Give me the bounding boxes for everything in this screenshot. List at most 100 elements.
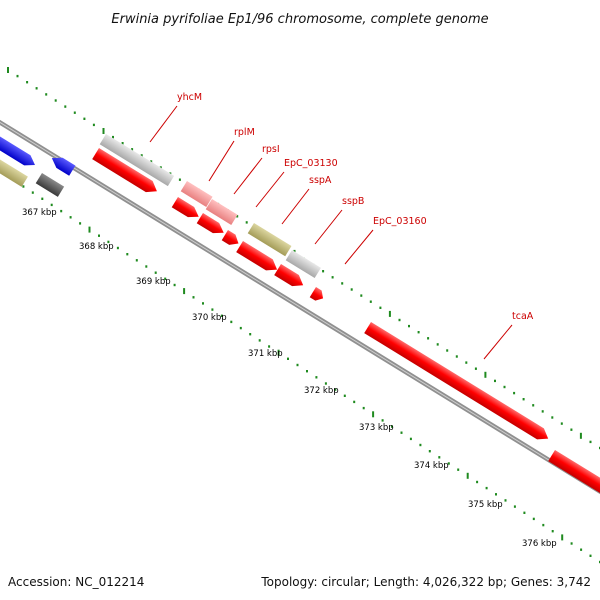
chromosome-backbone <box>0 119 600 495</box>
scale-dot <box>92 123 95 127</box>
scale-dot <box>239 326 242 330</box>
scale-dot <box>41 197 44 200</box>
scale-dot <box>343 394 346 397</box>
scale-dot <box>485 486 488 490</box>
scale-dot <box>322 270 325 273</box>
feature-blue-1[interactable] <box>0 118 38 170</box>
feature-sspA[interactable] <box>285 250 321 279</box>
gene-label-rpsI[interactable]: rpsI <box>262 144 280 155</box>
scale-dot <box>183 288 186 295</box>
gene-label-tcaA[interactable]: tcaA <box>512 311 534 322</box>
scale-dot <box>173 283 176 287</box>
scale-dot <box>504 499 507 502</box>
scale-dot <box>398 318 401 322</box>
scale-dot <box>446 349 449 352</box>
scale-dot <box>35 87 38 90</box>
scale-dot <box>362 406 365 410</box>
scale-dot <box>579 432 582 439</box>
scale-dot <box>513 505 516 508</box>
gene-label-EpC_03160[interactable]: EpC_03160 <box>373 216 427 227</box>
scale-dot <box>331 276 334 279</box>
feature-red-1[interactable] <box>92 148 160 197</box>
gene-label-sspB[interactable]: sspB <box>342 196 364 207</box>
scale-dot <box>83 117 86 120</box>
scale-dot <box>542 523 545 527</box>
scale-dot <box>570 428 573 431</box>
feature-red-4[interactable] <box>221 230 242 249</box>
scale-tick-label: 370 kbp <box>192 313 227 323</box>
scale-dot <box>150 160 153 163</box>
map-title: Erwinia pyrifoliae Ep1/96 chromosome, co… <box>111 12 488 27</box>
scale-dot <box>249 333 252 336</box>
scale-dot <box>116 246 119 250</box>
feature-red-5[interactable] <box>236 241 280 275</box>
gene-label-leader <box>233 157 263 195</box>
scale-dot <box>131 148 134 151</box>
scale-dot <box>522 398 525 401</box>
feature-red-7[interactable] <box>548 450 600 498</box>
scale-tick-label: 369 kbp <box>136 277 171 287</box>
scale-dot <box>381 419 384 422</box>
scale-dot <box>447 462 450 465</box>
scale-dot <box>360 294 363 297</box>
scale-dot <box>532 517 535 521</box>
scale-dot <box>484 371 487 378</box>
gene-label-rplM[interactable]: rplM <box>234 127 255 138</box>
feature-EpC_03130[interactable] <box>247 223 292 257</box>
scale-dot <box>503 385 506 389</box>
scale-dot <box>388 310 391 317</box>
scale-dot <box>466 472 469 479</box>
gene-label-sspA[interactable]: sspA <box>309 175 332 186</box>
gene-label-leader <box>208 140 235 182</box>
feature-rplM[interactable] <box>180 181 213 207</box>
feature-blue-2[interactable] <box>49 153 76 176</box>
gene-label-leader <box>281 188 310 225</box>
feature-rpsI[interactable] <box>205 199 238 225</box>
scale-dot <box>192 296 195 299</box>
gene-label-leader <box>314 209 343 245</box>
feature-track <box>0 118 600 498</box>
scale-dot <box>436 343 439 346</box>
scale-dot <box>580 548 583 551</box>
scale-dot <box>98 234 100 237</box>
scale-dot <box>379 306 382 309</box>
scale-dot <box>324 382 327 385</box>
feature-sspB[interactable] <box>309 287 327 304</box>
scale-dot <box>268 345 271 348</box>
gene-label-yhcM[interactable]: yhcM <box>177 92 202 103</box>
scale-dot <box>202 302 204 305</box>
feature-red-3[interactable] <box>196 213 227 238</box>
scale-dot <box>245 221 248 224</box>
scale-dot <box>341 282 344 285</box>
scale-dot <box>126 253 129 256</box>
scale-dot <box>73 111 76 114</box>
scale-dot <box>353 400 356 404</box>
feature-red-2[interactable] <box>171 197 202 222</box>
scale-dot <box>140 154 143 157</box>
scale-dot <box>561 534 564 541</box>
scale-tick-label: 368 kbp <box>79 242 114 252</box>
feature-olive-1[interactable] <box>0 141 28 187</box>
scale-dot <box>178 178 181 181</box>
scale-dot <box>391 425 393 428</box>
scale-dot <box>22 185 25 188</box>
feature-red-6[interactable] <box>274 264 306 291</box>
gene-label-EpC_03130[interactable]: EpC_03130 <box>284 158 338 169</box>
gene-label-leader <box>255 171 285 208</box>
feature-dark-1[interactable] <box>35 173 65 197</box>
scale-dot <box>427 337 430 340</box>
scale-dot <box>296 363 299 367</box>
scale-dot <box>159 166 162 169</box>
inner-scale-dots <box>3 173 600 564</box>
gene-label-leader <box>483 324 513 360</box>
scale-dot <box>54 99 57 102</box>
scale-tick-label: 376 kbp <box>522 539 557 549</box>
feature-yhcM[interactable] <box>99 134 175 187</box>
feature-tcaA[interactable] <box>364 322 551 444</box>
scale-dot <box>112 135 114 139</box>
scale-dot <box>107 240 110 244</box>
scale-dot <box>154 271 157 274</box>
scale-dot <box>495 493 497 496</box>
scale-dot <box>474 367 477 370</box>
scale-dot <box>465 361 468 364</box>
